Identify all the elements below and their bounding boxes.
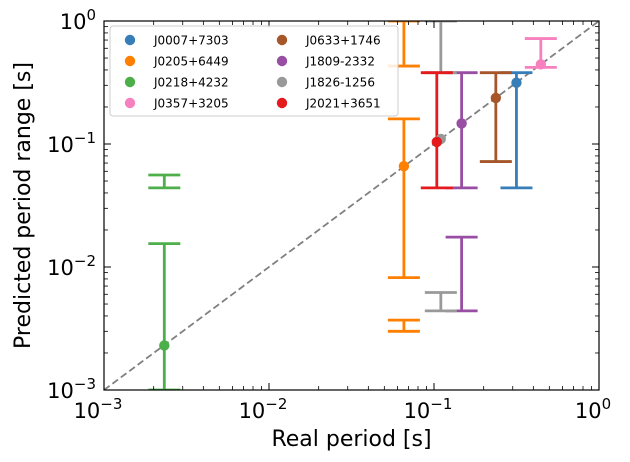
tick-layer: 10−3 10−2 10−1 100 10−3 10−2 10−1 100 [47,6,611,423]
legend-label: J0633+1746 [305,34,381,48]
legend-box [109,25,399,117]
point-J2021+3651 [431,136,443,148]
legend-marker [276,34,288,46]
range-J0218+4232-0 [148,242,181,390]
range-J1826-1256-0 [424,291,457,313]
y-tick-label: 10−1 [47,129,96,157]
range-J0218+4232-1 [148,173,181,190]
range-J0205+6449-0 [387,117,420,280]
legend-item-J1826-1256: J1826-1256 [276,76,375,90]
range-J2021+3651-0 [420,71,453,190]
legend-item-J0633+1746: J0633+1746 [276,34,381,48]
legend-marker [276,97,288,109]
legend-label: J2021+3651 [305,97,381,111]
point-J0007+7303 [511,77,522,88]
legend-label: J1809-2332 [305,55,375,69]
legend-label: J0007+7303 [153,34,229,48]
legend-label: J0205+6449 [153,55,229,69]
range-J0007+7303-0 [500,71,533,190]
point-J0218+4232 [159,340,170,351]
legend-item-J2021+3651: J2021+3651 [276,97,381,111]
y-tick-label: 100 [60,6,96,34]
legend: J0007+7303 J0205+6449 J0218+4232 J0357+3205… [109,25,399,117]
range-J1809-2332-1 [445,235,478,313]
range-J1826-1256-1 [424,21,457,75]
legend-label: J0218+4232 [153,76,229,90]
x-axis-label: Real period [s] [271,427,431,452]
point-J0357+3205 [535,59,547,70]
legend-marker [124,34,136,46]
point-J0633+1746 [490,92,502,104]
x-tick-label: 10−3 [74,395,123,423]
legend-item-J0205+6449: J0205+6449 [124,55,229,69]
point-J1809-2332 [456,118,467,129]
legend-item-J0357+3205: J0357+3205 [124,97,229,111]
y-tick-label: 10−3 [47,375,96,403]
y-tick-label: 10−2 [47,252,96,280]
legend-item-J1809-2332: J1809-2332 [276,55,375,69]
legend-marker [276,55,288,67]
range-J0205+6449-1 [387,318,420,333]
range-J0633+1746-0 [479,71,512,163]
data-layer [104,21,599,390]
point-J0205+6449 [398,160,410,172]
y-axis-label: Predicted period range [s] [11,62,36,349]
x-tick-label: 10−1 [404,395,453,423]
plot-frame [103,20,600,391]
legend-marker [124,55,136,67]
x-tick-label: 10−2 [239,395,288,423]
x-tick-label: 100 [575,395,611,423]
range-J1809-2332-0 [445,71,478,190]
legend-label: J0357+3205 [153,97,229,111]
legend-marker [124,76,136,88]
legend-marker [276,76,288,88]
legend-marker [124,97,136,109]
legend-label: J1826-1256 [305,76,375,90]
legend-item-J0007+7303: J0007+7303 [124,34,229,48]
legend-item-J0218+4232: J0218+4232 [124,76,229,90]
